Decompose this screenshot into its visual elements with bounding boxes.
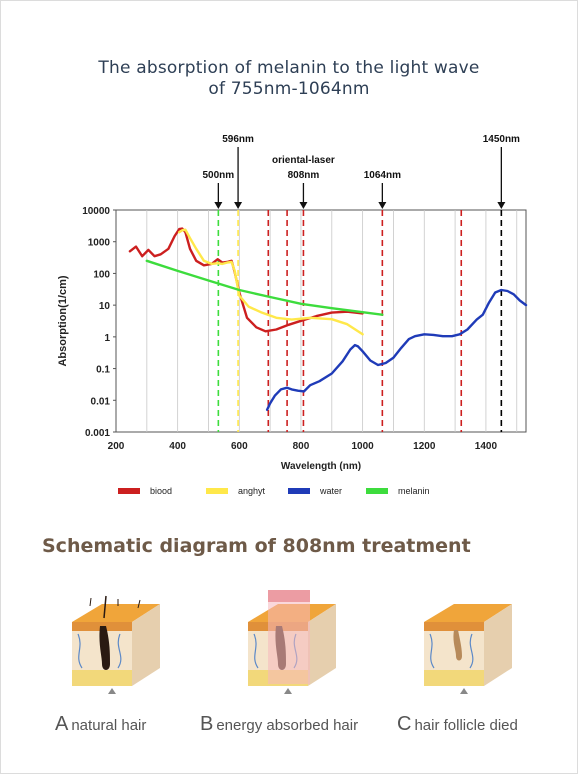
annotation-arrow-head (299, 202, 308, 209)
caption-letter: A (55, 713, 69, 735)
x-axis-label: Wavelength (nm) (281, 461, 361, 472)
skin-side (308, 604, 336, 686)
hair-follicle (99, 626, 110, 670)
skin-side (484, 604, 512, 686)
y-tick-label: 0.1 (96, 365, 110, 376)
skin-diagram-natural-hair (72, 595, 160, 694)
x-tick-label: 600 (231, 441, 248, 452)
annotation-arrow-head (497, 202, 506, 209)
hair-shaft (103, 595, 107, 619)
annotation-label: 808nm (288, 170, 320, 181)
y-axis-label: Absorption(1/cm) (57, 275, 69, 366)
y-tick-label: 0.01 (91, 396, 111, 407)
legend-label-biood: biood (150, 486, 172, 496)
caption-letter: C (397, 713, 412, 735)
laser-head (268, 590, 310, 602)
annotation-arrow-head (378, 202, 387, 209)
caption-text: natural hair (71, 717, 147, 734)
caption-text: hair follicle died (414, 717, 518, 734)
skin-top (72, 604, 160, 622)
dead-follicle (453, 630, 462, 661)
legend-label-anghyt: anghyt (238, 486, 266, 496)
x-tick-label: 800 (293, 441, 310, 452)
caption-letter: B (200, 713, 214, 735)
plot-border (115, 209, 527, 433)
annotation-label: oriental-laser (272, 155, 335, 166)
chart-title-line-2: of 755nm-1064nm (208, 79, 370, 99)
annotation-arrow-head (214, 202, 223, 209)
axes: 200 400 600 800 1000 1200 1400 10000 1000 100 10 1 0… (57, 206, 497, 472)
skin-top (424, 604, 512, 622)
fat-layer (424, 670, 484, 686)
y-tick-label: 0.001 (85, 428, 110, 439)
legend-label-melanin: melanin (398, 486, 430, 496)
skin-diagram-follicle-died (424, 604, 512, 694)
y-tick-label: 10 (99, 301, 111, 312)
absorption-chart: 200 400 600 800 1000 1200 14001000010001001010… (57, 134, 528, 496)
legend-swatch-anghyt (206, 488, 228, 494)
hair-stubs (89, 597, 141, 609)
y-tick-label: 10000 (82, 206, 110, 217)
annotation-label: 1450nm (483, 134, 520, 145)
x-tick-label: 200 (108, 441, 125, 452)
chart-title-line-1: The absorption of melanin to the light w… (98, 58, 480, 78)
legend-swatch-water (288, 488, 310, 494)
series-line-water (265, 288, 528, 411)
vessel-lines (429, 633, 474, 669)
y-tick-label: 1000 (88, 238, 111, 249)
series-line-anghyt (178, 228, 364, 336)
pointer-triangle (460, 688, 468, 694)
skin-diagram-energy-absorbed (248, 590, 336, 694)
pointer-triangle (108, 688, 116, 694)
x-tick-label: 1000 (351, 441, 374, 452)
series-line-melanin (145, 259, 384, 316)
legend-label-water: water (319, 486, 342, 496)
annotation-label: 500nm (203, 170, 235, 181)
x-tick-label: 1400 (475, 441, 498, 452)
annotation-arrow-head (234, 202, 243, 209)
y-tick-label: 100 (93, 269, 110, 280)
annotation-label: 596nm (222, 134, 254, 145)
pointer-triangle (284, 688, 292, 694)
annotations: 500nm 596nm oriental-laser 808nm 1064nm 1450n… (203, 134, 520, 209)
section-title: Schematic diagram of 808nm treatment (42, 535, 471, 557)
annotation-label: 1064nm (364, 170, 401, 181)
skin-side (132, 604, 160, 686)
laser-beam (268, 590, 310, 684)
caption-text: energy absorbed hair (216, 717, 359, 734)
legend-swatch-biood (118, 488, 140, 494)
plot-area (115, 209, 527, 433)
y-tick-label: 1 (104, 333, 110, 344)
legend: biood anghyt water melanin (118, 486, 430, 496)
fat-layer (72, 670, 132, 686)
series-group (128, 227, 528, 411)
epidermis-layer (424, 622, 484, 631)
x-tick-label: 400 (169, 441, 186, 452)
vessel-lines (77, 633, 122, 669)
legend-swatch-melanin (366, 488, 388, 494)
x-tick-label: 1200 (413, 441, 436, 452)
series-line-biood (128, 227, 364, 333)
